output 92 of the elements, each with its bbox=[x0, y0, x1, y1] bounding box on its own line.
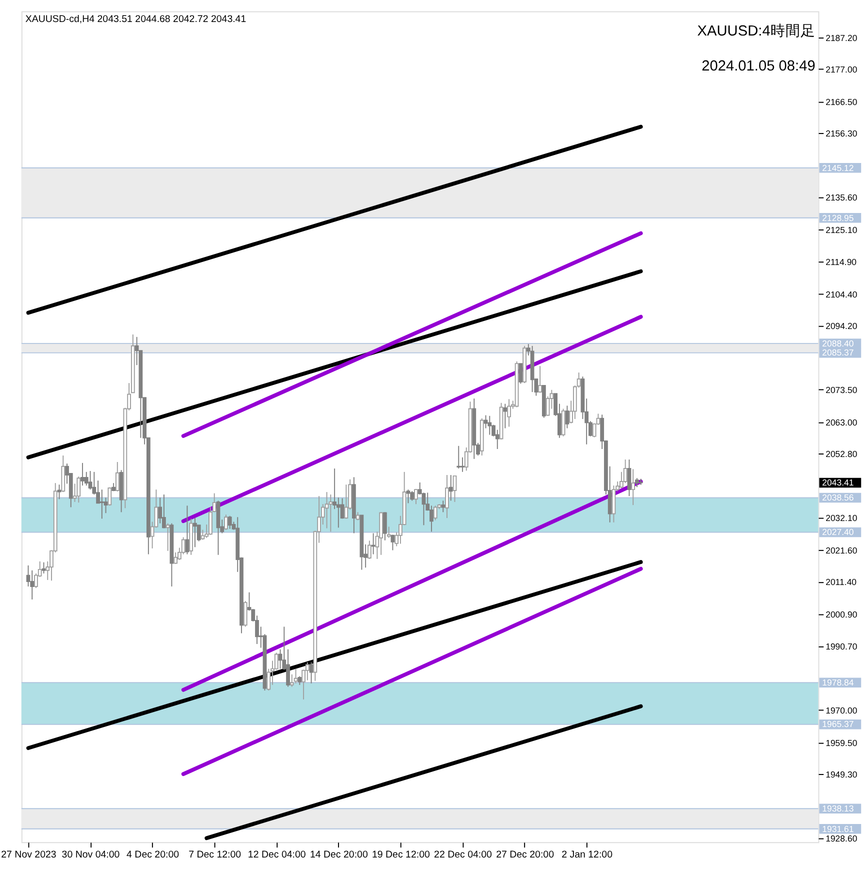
x-tick-label: 7 Dec 12:00 bbox=[188, 849, 242, 860]
candlestick bbox=[166, 522, 170, 552]
candlestick bbox=[228, 515, 232, 530]
candlestick bbox=[488, 415, 492, 436]
candlestick bbox=[76, 476, 81, 504]
ref-line-label: 1965.37 bbox=[822, 719, 854, 730]
y-tick-label: 2114.90 bbox=[826, 256, 857, 267]
y-tick-label: 1949.30 bbox=[826, 769, 858, 780]
candlestick bbox=[623, 459, 628, 484]
candlestick bbox=[460, 456, 464, 472]
y-tick-label: 2094.20 bbox=[826, 320, 858, 331]
candlestick bbox=[42, 562, 46, 574]
candlestick bbox=[406, 489, 410, 504]
candlestick bbox=[371, 532, 376, 555]
ref-line-label: 1938.13 bbox=[822, 804, 854, 814]
text: 2024.01.05 08:49 bbox=[702, 58, 816, 75]
candlestick bbox=[441, 500, 446, 513]
candlestick bbox=[324, 492, 329, 529]
x-tick-label: 2 Jan 12:00 bbox=[562, 849, 614, 860]
candlestick bbox=[174, 552, 178, 564]
y-tick-label: 2177.00 bbox=[826, 64, 858, 75]
candlestick bbox=[115, 462, 120, 492]
text: 2043.41 bbox=[822, 478, 854, 488]
candlestick bbox=[414, 488, 418, 505]
candlestick bbox=[538, 366, 542, 394]
candlestick bbox=[386, 526, 391, 538]
candlestick bbox=[88, 470, 92, 490]
y-tick-label: 2166.50 bbox=[826, 97, 858, 108]
candlestick bbox=[224, 514, 228, 530]
y-tick-label: 2156.30 bbox=[826, 128, 858, 139]
y-tick-label: 2073.50 bbox=[826, 384, 858, 395]
x-tick-label: 12 Dec 04:00 bbox=[248, 849, 306, 860]
candlestick bbox=[452, 475, 457, 502]
candlestick bbox=[410, 490, 414, 502]
y-tick-label: 1928.60 bbox=[826, 834, 858, 844]
candlestick bbox=[185, 505, 190, 555]
candlestick bbox=[80, 462, 84, 486]
ref-line-label: 2128.95 bbox=[822, 212, 854, 223]
candlestick bbox=[503, 403, 508, 429]
y-tick-label: 2187.20 bbox=[826, 32, 858, 43]
candlestick bbox=[30, 570, 34, 600]
x-tick-label: 27 Nov 2023 bbox=[1, 849, 56, 860]
candlestick bbox=[100, 489, 104, 520]
candlestick bbox=[565, 405, 570, 429]
ref-line-label: 2085.37 bbox=[822, 348, 854, 358]
y-tick-label: 2125.10 bbox=[826, 225, 858, 236]
annotation: XAUUSD-cd,H4 2043.51 2044.68 2042.72 2043.41 bbox=[25, 14, 246, 25]
ref-line-label: 2088.40 bbox=[822, 338, 854, 348]
candlestick bbox=[445, 474, 449, 519]
candlestick bbox=[383, 512, 387, 541]
y-tick-label: 1959.50 bbox=[826, 738, 858, 748]
candlestick bbox=[561, 408, 566, 437]
x-tick-label: 19 Dec 12:00 bbox=[372, 849, 430, 860]
x-tick-label: 30 Nov 04:00 bbox=[62, 849, 120, 860]
ref-line-label: 1978.84 bbox=[822, 678, 854, 688]
candlestick bbox=[193, 518, 197, 548]
candlestick bbox=[507, 398, 511, 428]
candlestick bbox=[456, 445, 461, 470]
x-tick-label: 14 Dec 20:00 bbox=[310, 849, 368, 860]
y-tick-label: 1970.00 bbox=[826, 705, 858, 716]
candlestick bbox=[367, 540, 372, 560]
ref-line-label: 2027.40 bbox=[822, 527, 854, 538]
candlestick bbox=[433, 505, 438, 521]
y-tick-label: 2063.00 bbox=[826, 417, 858, 428]
y-tick-label: 2011.40 bbox=[826, 577, 857, 588]
candlestick bbox=[243, 600, 248, 628]
text: XAUUSD:4時間足 bbox=[697, 22, 816, 40]
candlestick bbox=[390, 534, 395, 551]
ref-line-label: 1931.61 bbox=[822, 824, 854, 834]
y-tick-label: 1990.70 bbox=[826, 641, 858, 652]
x-tick-label: 4 Dec 20:00 bbox=[126, 849, 180, 860]
x-tick-label: 22 Dec 04:00 bbox=[434, 849, 493, 860]
candlestick bbox=[448, 474, 453, 502]
candlestick bbox=[108, 486, 112, 506]
ref-line-label: 2145.12 bbox=[822, 162, 854, 173]
candlestick bbox=[57, 484, 62, 500]
y-tick-label: 2021.60 bbox=[826, 546, 858, 556]
candlestick bbox=[518, 363, 523, 384]
candlestick bbox=[328, 494, 333, 532]
y-tick-label: 2104.40 bbox=[826, 289, 858, 300]
x-tick-label: 27 Dec 20:00 bbox=[496, 849, 555, 860]
candlestick bbox=[162, 494, 166, 529]
candlestick bbox=[286, 648, 290, 688]
y-tick-label: 2032.10 bbox=[826, 513, 858, 524]
ref-line-label: 2038.56 bbox=[822, 492, 854, 503]
candlestick bbox=[495, 429, 500, 450]
y-tick-label: 2135.60 bbox=[826, 192, 858, 203]
y-tick-label: 2052.80 bbox=[826, 449, 858, 460]
candlestick bbox=[430, 505, 434, 532]
candlestick bbox=[627, 459, 632, 497]
candlestick bbox=[631, 468, 636, 506]
y-tick-label: 2000.90 bbox=[826, 610, 858, 620]
